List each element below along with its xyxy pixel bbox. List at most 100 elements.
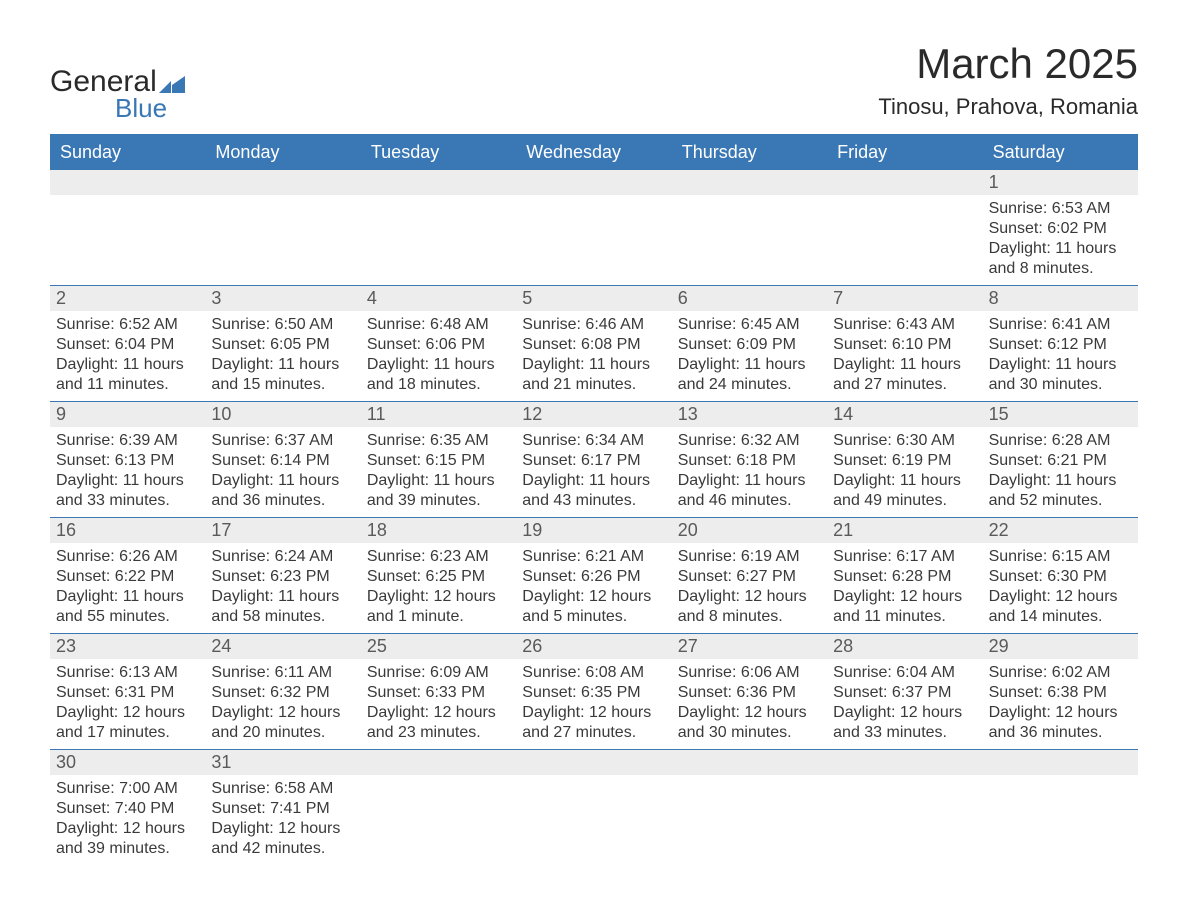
day-data-cell: Sunrise: 6:32 AMSunset: 6:18 PMDaylight:… [672,427,827,517]
day-data-cell [516,195,671,285]
daylight-text: Daylight: 12 hours and 14 minutes. [989,587,1138,627]
day-number-cell: 12 [516,401,671,427]
daylight-text: Daylight: 11 hours and 52 minutes. [989,471,1138,511]
sunset-text: Sunset: 6:35 PM [522,683,671,703]
day-data-cell: Sunrise: 7:00 AMSunset: 7:40 PMDaylight:… [50,775,205,865]
daylight-text: Daylight: 11 hours and 36 minutes. [211,471,360,511]
location-label: Tinosu, Prahova, Romania [878,94,1138,120]
sunrise-text: Sunrise: 6:50 AM [211,315,360,335]
day-data-cell: Sunrise: 6:28 AMSunset: 6:21 PMDaylight:… [983,427,1138,517]
daylight-text: Daylight: 11 hours and 43 minutes. [522,471,671,511]
daylight-text: Daylight: 12 hours and 36 minutes. [989,703,1138,743]
daylight-text: Daylight: 12 hours and 1 minute. [367,587,516,627]
day-number-cell [672,169,827,195]
day-number-cell [50,169,205,195]
sunset-text: Sunset: 6:31 PM [56,683,205,703]
day-data-cell: Sunrise: 6:23 AMSunset: 6:25 PMDaylight:… [361,543,516,633]
sunrise-text: Sunrise: 6:39 AM [56,431,205,451]
sunrise-text: Sunrise: 6:08 AM [522,663,671,683]
daylight-text: Daylight: 12 hours and 39 minutes. [56,819,205,859]
sunset-text: Sunset: 6:10 PM [833,335,982,355]
daylight-text: Daylight: 12 hours and 5 minutes. [522,587,671,627]
day-data-cell [827,775,982,865]
day-header: Saturday [983,136,1138,169]
sunset-text: Sunset: 6:18 PM [678,451,827,471]
day-data-cell: Sunrise: 6:24 AMSunset: 6:23 PMDaylight:… [205,543,360,633]
day-data-cell: Sunrise: 6:04 AMSunset: 6:37 PMDaylight:… [827,659,982,749]
daylight-text: Daylight: 11 hours and 30 minutes. [989,355,1138,395]
sunset-text: Sunset: 6:21 PM [989,451,1138,471]
sunset-text: Sunset: 6:19 PM [833,451,982,471]
sunset-text: Sunset: 6:17 PM [522,451,671,471]
sunset-text: Sunset: 6:15 PM [367,451,516,471]
day-data-cell: Sunrise: 6:52 AMSunset: 6:04 PMDaylight:… [50,311,205,401]
sunset-text: Sunset: 6:33 PM [367,683,516,703]
day-data-cell: Sunrise: 6:13 AMSunset: 6:31 PMDaylight:… [50,659,205,749]
day-number-cell: 14 [827,401,982,427]
logo-text-blue: Blue [115,93,167,124]
day-number-cell: 26 [516,633,671,659]
daylight-text: Daylight: 12 hours and 11 minutes. [833,587,982,627]
sunrise-text: Sunrise: 6:02 AM [989,663,1138,683]
day-data-cell [361,195,516,285]
day-data-cell: Sunrise: 6:34 AMSunset: 6:17 PMDaylight:… [516,427,671,517]
flag-icon [159,75,185,93]
sunset-text: Sunset: 6:02 PM [989,219,1138,239]
daylight-text: Daylight: 11 hours and 21 minutes. [522,355,671,395]
sunset-text: Sunset: 6:23 PM [211,567,360,587]
day-number-cell: 2 [50,285,205,311]
day-header: Thursday [672,136,827,169]
day-number-cell: 7 [827,285,982,311]
day-data-cell [50,195,205,285]
sunset-text: Sunset: 7:41 PM [211,799,360,819]
sunrise-text: Sunrise: 6:37 AM [211,431,360,451]
day-number-cell: 31 [205,749,360,775]
day-number-cell [516,169,671,195]
day-number-cell: 28 [827,633,982,659]
day-data-cell: Sunrise: 6:06 AMSunset: 6:36 PMDaylight:… [672,659,827,749]
sunrise-text: Sunrise: 6:35 AM [367,431,516,451]
sunset-text: Sunset: 6:36 PM [678,683,827,703]
day-data-cell [827,195,982,285]
sunrise-text: Sunrise: 6:28 AM [989,431,1138,451]
day-data-cell: Sunrise: 6:19 AMSunset: 6:27 PMDaylight:… [672,543,827,633]
day-number-cell: 17 [205,517,360,543]
day-data-cell [983,775,1138,865]
day-number-cell: 23 [50,633,205,659]
daylight-text: Daylight: 11 hours and 27 minutes. [833,355,982,395]
sunrise-text: Sunrise: 6:21 AM [522,547,671,567]
daylight-text: Daylight: 11 hours and 8 minutes. [989,239,1138,279]
day-data-cell: Sunrise: 6:02 AMSunset: 6:38 PMDaylight:… [983,659,1138,749]
day-number-cell: 3 [205,285,360,311]
sunset-text: Sunset: 6:05 PM [211,335,360,355]
day-data-cell: Sunrise: 6:08 AMSunset: 6:35 PMDaylight:… [516,659,671,749]
daylight-text: Daylight: 12 hours and 33 minutes. [833,703,982,743]
day-header: Wednesday [516,136,671,169]
daylight-text: Daylight: 12 hours and 42 minutes. [211,819,360,859]
day-number-cell: 10 [205,401,360,427]
daylight-text: Daylight: 11 hours and 55 minutes. [56,587,205,627]
day-data-cell [672,195,827,285]
sunset-text: Sunset: 6:14 PM [211,451,360,471]
day-number-cell: 1 [983,169,1138,195]
daylight-text: Daylight: 11 hours and 11 minutes. [56,355,205,395]
day-data-cell [205,195,360,285]
day-data-cell: Sunrise: 6:58 AMSunset: 7:41 PMDaylight:… [205,775,360,865]
day-data-cell: Sunrise: 6:11 AMSunset: 6:32 PMDaylight:… [205,659,360,749]
day-number-cell: 27 [672,633,827,659]
day-number-cell: 19 [516,517,671,543]
day-number-cell: 25 [361,633,516,659]
daylight-text: Daylight: 12 hours and 23 minutes. [367,703,516,743]
day-data-cell: Sunrise: 6:09 AMSunset: 6:33 PMDaylight:… [361,659,516,749]
day-number-cell [516,749,671,775]
sunrise-text: Sunrise: 6:48 AM [367,315,516,335]
sunset-text: Sunset: 6:22 PM [56,567,205,587]
title-block: March 2025 Tinosu, Prahova, Romania [878,40,1138,120]
sunset-text: Sunset: 6:13 PM [56,451,205,471]
day-data-cell: Sunrise: 6:17 AMSunset: 6:28 PMDaylight:… [827,543,982,633]
daylight-text: Daylight: 11 hours and 49 minutes. [833,471,982,511]
day-data-cell: Sunrise: 6:35 AMSunset: 6:15 PMDaylight:… [361,427,516,517]
daylight-text: Daylight: 11 hours and 24 minutes. [678,355,827,395]
sunset-text: Sunset: 6:27 PM [678,567,827,587]
sunrise-text: Sunrise: 6:58 AM [211,779,360,799]
